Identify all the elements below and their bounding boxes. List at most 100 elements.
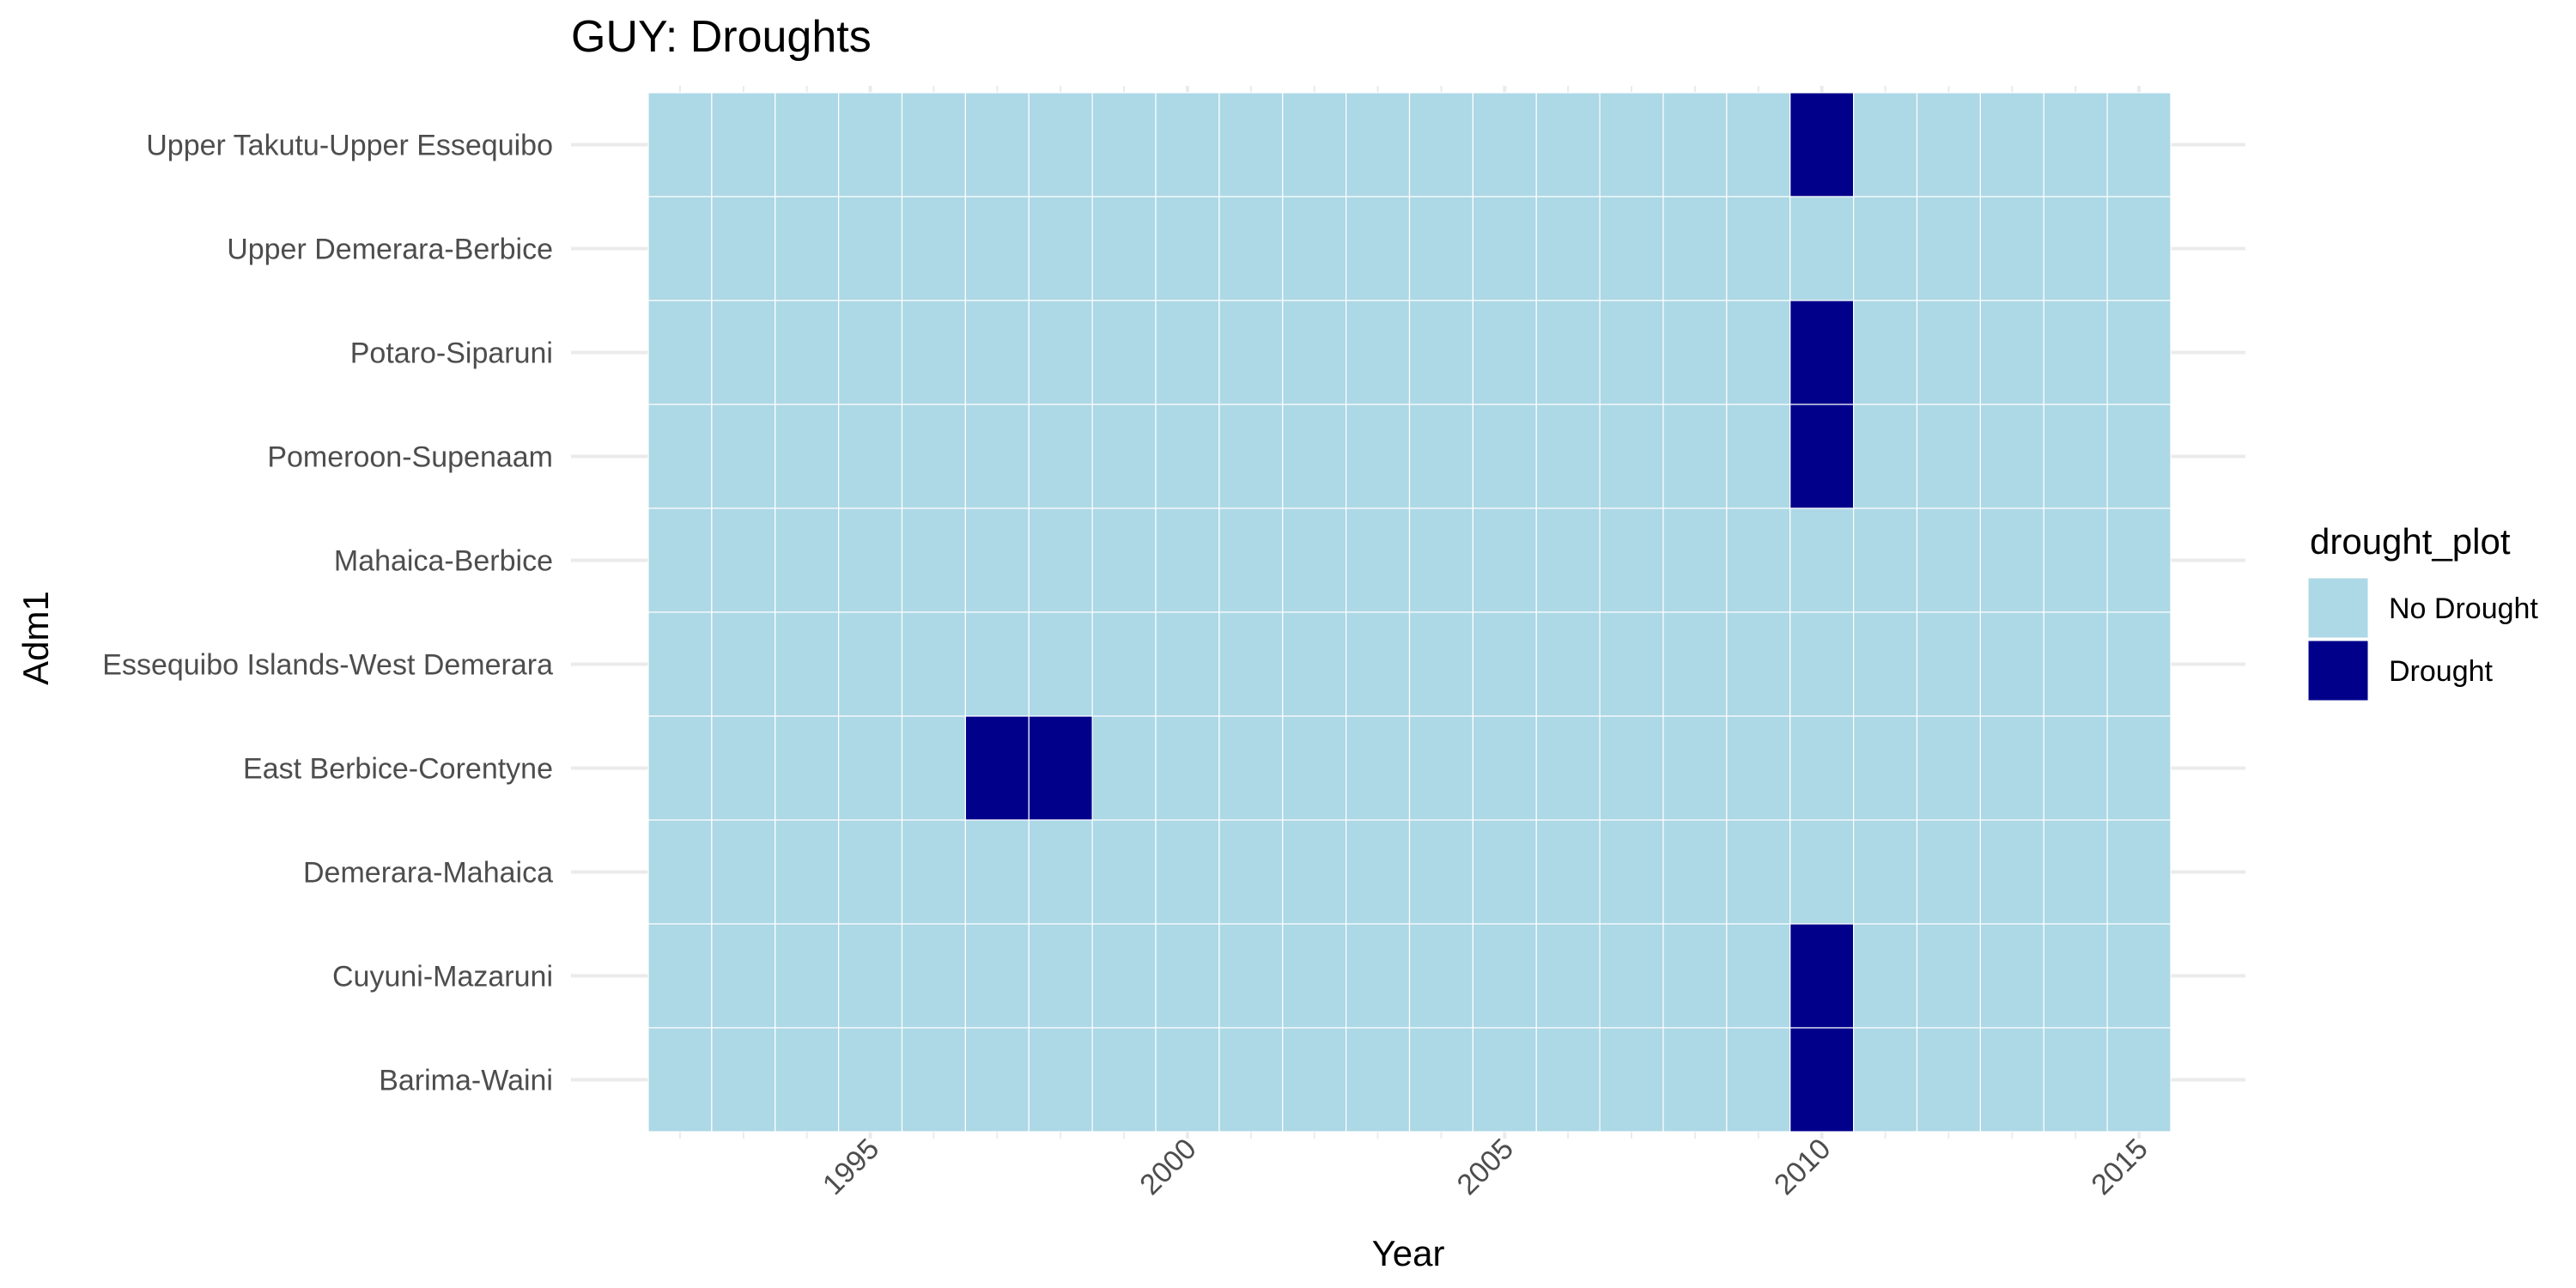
heatmap-cell-no-drought [1789,819,1855,925]
heatmap-cell-no-drought [1599,819,1664,925]
heatmap-cell-no-drought [901,819,966,925]
heatmap-cell-no-drought [1408,507,1473,613]
heatmap-cell-no-drought [1599,715,1664,821]
heatmap-cell-no-drought [1916,819,1981,925]
heatmap-cell-no-drought [1282,92,1347,197]
heatmap-cell-no-drought [1408,404,1473,509]
heatmap-cell-no-drought [1028,196,1093,301]
heatmap-cell-no-drought [647,819,713,925]
heatmap-cell-no-drought [647,507,713,613]
heatmap-cell-no-drought [1346,611,1411,717]
heatmap-cell-no-drought [1853,715,1918,821]
y-tick-label: Potaro-Siparuni [350,337,553,370]
heatmap-cell-no-drought [1218,819,1284,925]
heatmap-cell-no-drought [1789,715,1855,821]
heatmap-cell-no-drought [2043,1027,2108,1133]
heatmap-cell-no-drought [1726,611,1791,717]
heatmap-cell-no-drought [1726,923,1791,1029]
chart-title: GUY: Droughts [571,12,872,62]
heatmap-cell-no-drought [1789,507,1855,613]
heatmap-cell-no-drought [1282,196,1347,301]
heatmap-cell-no-drought [1662,404,1728,509]
heatmap-cell-no-drought [1472,92,1537,197]
heatmap-cell-no-drought [1472,715,1537,821]
heatmap-cell-no-drought [2043,196,2108,301]
heatmap-cell-no-drought [1346,300,1411,405]
heatmap-cell-no-drought [2106,611,2172,717]
heatmap-cell-no-drought [775,1027,840,1133]
heatmap-cell-no-drought [1155,92,1220,197]
heatmap-cell-no-drought [1979,196,2044,301]
heatmap-cell-no-drought [1218,611,1284,717]
heatmap-cell-no-drought [1916,1027,1981,1133]
heatmap-cell-no-drought [1346,1027,1411,1133]
heatmap-cell-no-drought [1408,300,1473,405]
legend: drought_plot No Drought Drought [2307,521,2538,702]
y-tick-label: Cuyuni-Mazaruni [332,961,553,993]
heatmap-cell-no-drought [1346,196,1411,301]
heatmap-cell-no-drought [2043,507,2108,613]
heatmap-cell-no-drought [711,196,776,301]
heatmap-cell-no-drought [838,819,903,925]
heatmap-cell-no-drought [1091,507,1157,613]
heatmap-cell-no-drought [775,404,840,509]
heatmap-cell-no-drought [1218,92,1284,197]
heatmap-cell-no-drought [901,923,966,1029]
heatmap-cell-no-drought [2043,715,2108,821]
heatmap-cell-no-drought [1979,819,2044,925]
heatmap-cell-no-drought [1599,611,1664,717]
heatmap-cell-no-drought [1472,507,1537,613]
heatmap-cell-no-drought [1218,300,1284,405]
heatmap-cell-no-drought [901,507,966,613]
heatmap-cell-no-drought [1472,923,1537,1029]
heatmap-cell-no-drought [711,819,776,925]
heatmap-cell-no-drought [647,1027,713,1133]
heatmap-cell-no-drought [1726,819,1791,925]
legend-title: drought_plot [2310,521,2511,562]
heatmap-cell-no-drought [1282,923,1347,1029]
heatmap-cell-no-drought [2043,611,2108,717]
heatmap-cell-no-drought [1853,507,1918,613]
heatmap-cell-no-drought [838,404,903,509]
heatmap-cell-no-drought [964,923,1030,1029]
heatmap-cell-no-drought [901,404,966,509]
heatmap-cell-no-drought [1408,923,1473,1029]
heatmap-cell-no-drought [775,196,840,301]
heatmap-cell-no-drought [1916,404,1981,509]
heatmap-cell-no-drought [2106,715,2172,821]
heatmap-cell-drought [1789,404,1855,509]
y-tick-label: Demerara-Mahaica [303,857,553,890]
heatmap-cell-no-drought [1979,923,2044,1029]
heatmap-cell-no-drought [711,715,776,821]
heatmap-cell-no-drought [1979,715,2044,821]
y-tick-label: Mahaica-Berbice [334,545,553,578]
heatmap-cell-no-drought [1091,611,1157,717]
heatmap-cell-no-drought [1853,611,1918,717]
heatmap-cell-no-drought [1472,196,1537,301]
heatmap-cell-no-drought [838,923,903,1029]
heatmap-cell-no-drought [2106,300,2172,405]
heatmap-cell-no-drought [1155,923,1220,1029]
heatmap-cell-no-drought [647,92,713,197]
heatmap-cell-no-drought [647,404,713,509]
heatmap-cell-no-drought [1535,611,1601,717]
heatmap-cell-no-drought [2106,1027,2172,1133]
legend-key [2307,577,2369,639]
y-tick-label: Upper Takutu-Upper Essequibo [146,130,553,162]
heatmap-cell-no-drought [1599,404,1664,509]
heatmap-cell-no-drought [1282,404,1347,509]
heatmap-cell-no-drought [1155,404,1220,509]
y-tick-label: Barima-Waini [379,1065,553,1097]
heatmap-cell-no-drought [775,300,840,405]
heatmap-cell-no-drought [775,715,840,821]
heatmap-cell-no-drought [1091,196,1157,301]
heatmap-cell-drought [1789,1027,1855,1133]
heatmap-cell-no-drought [964,611,1030,717]
heatmap-cell-no-drought [1408,92,1473,197]
heatmap-cell-no-drought [1853,923,1918,1029]
heatmap-cell-no-drought [1979,92,2044,197]
heatmap-cell-no-drought [1408,715,1473,821]
x-tick-label: 2000 [1133,1133,1202,1201]
heatmap-cell-no-drought [711,92,776,197]
heatmap-cell-no-drought [711,404,776,509]
